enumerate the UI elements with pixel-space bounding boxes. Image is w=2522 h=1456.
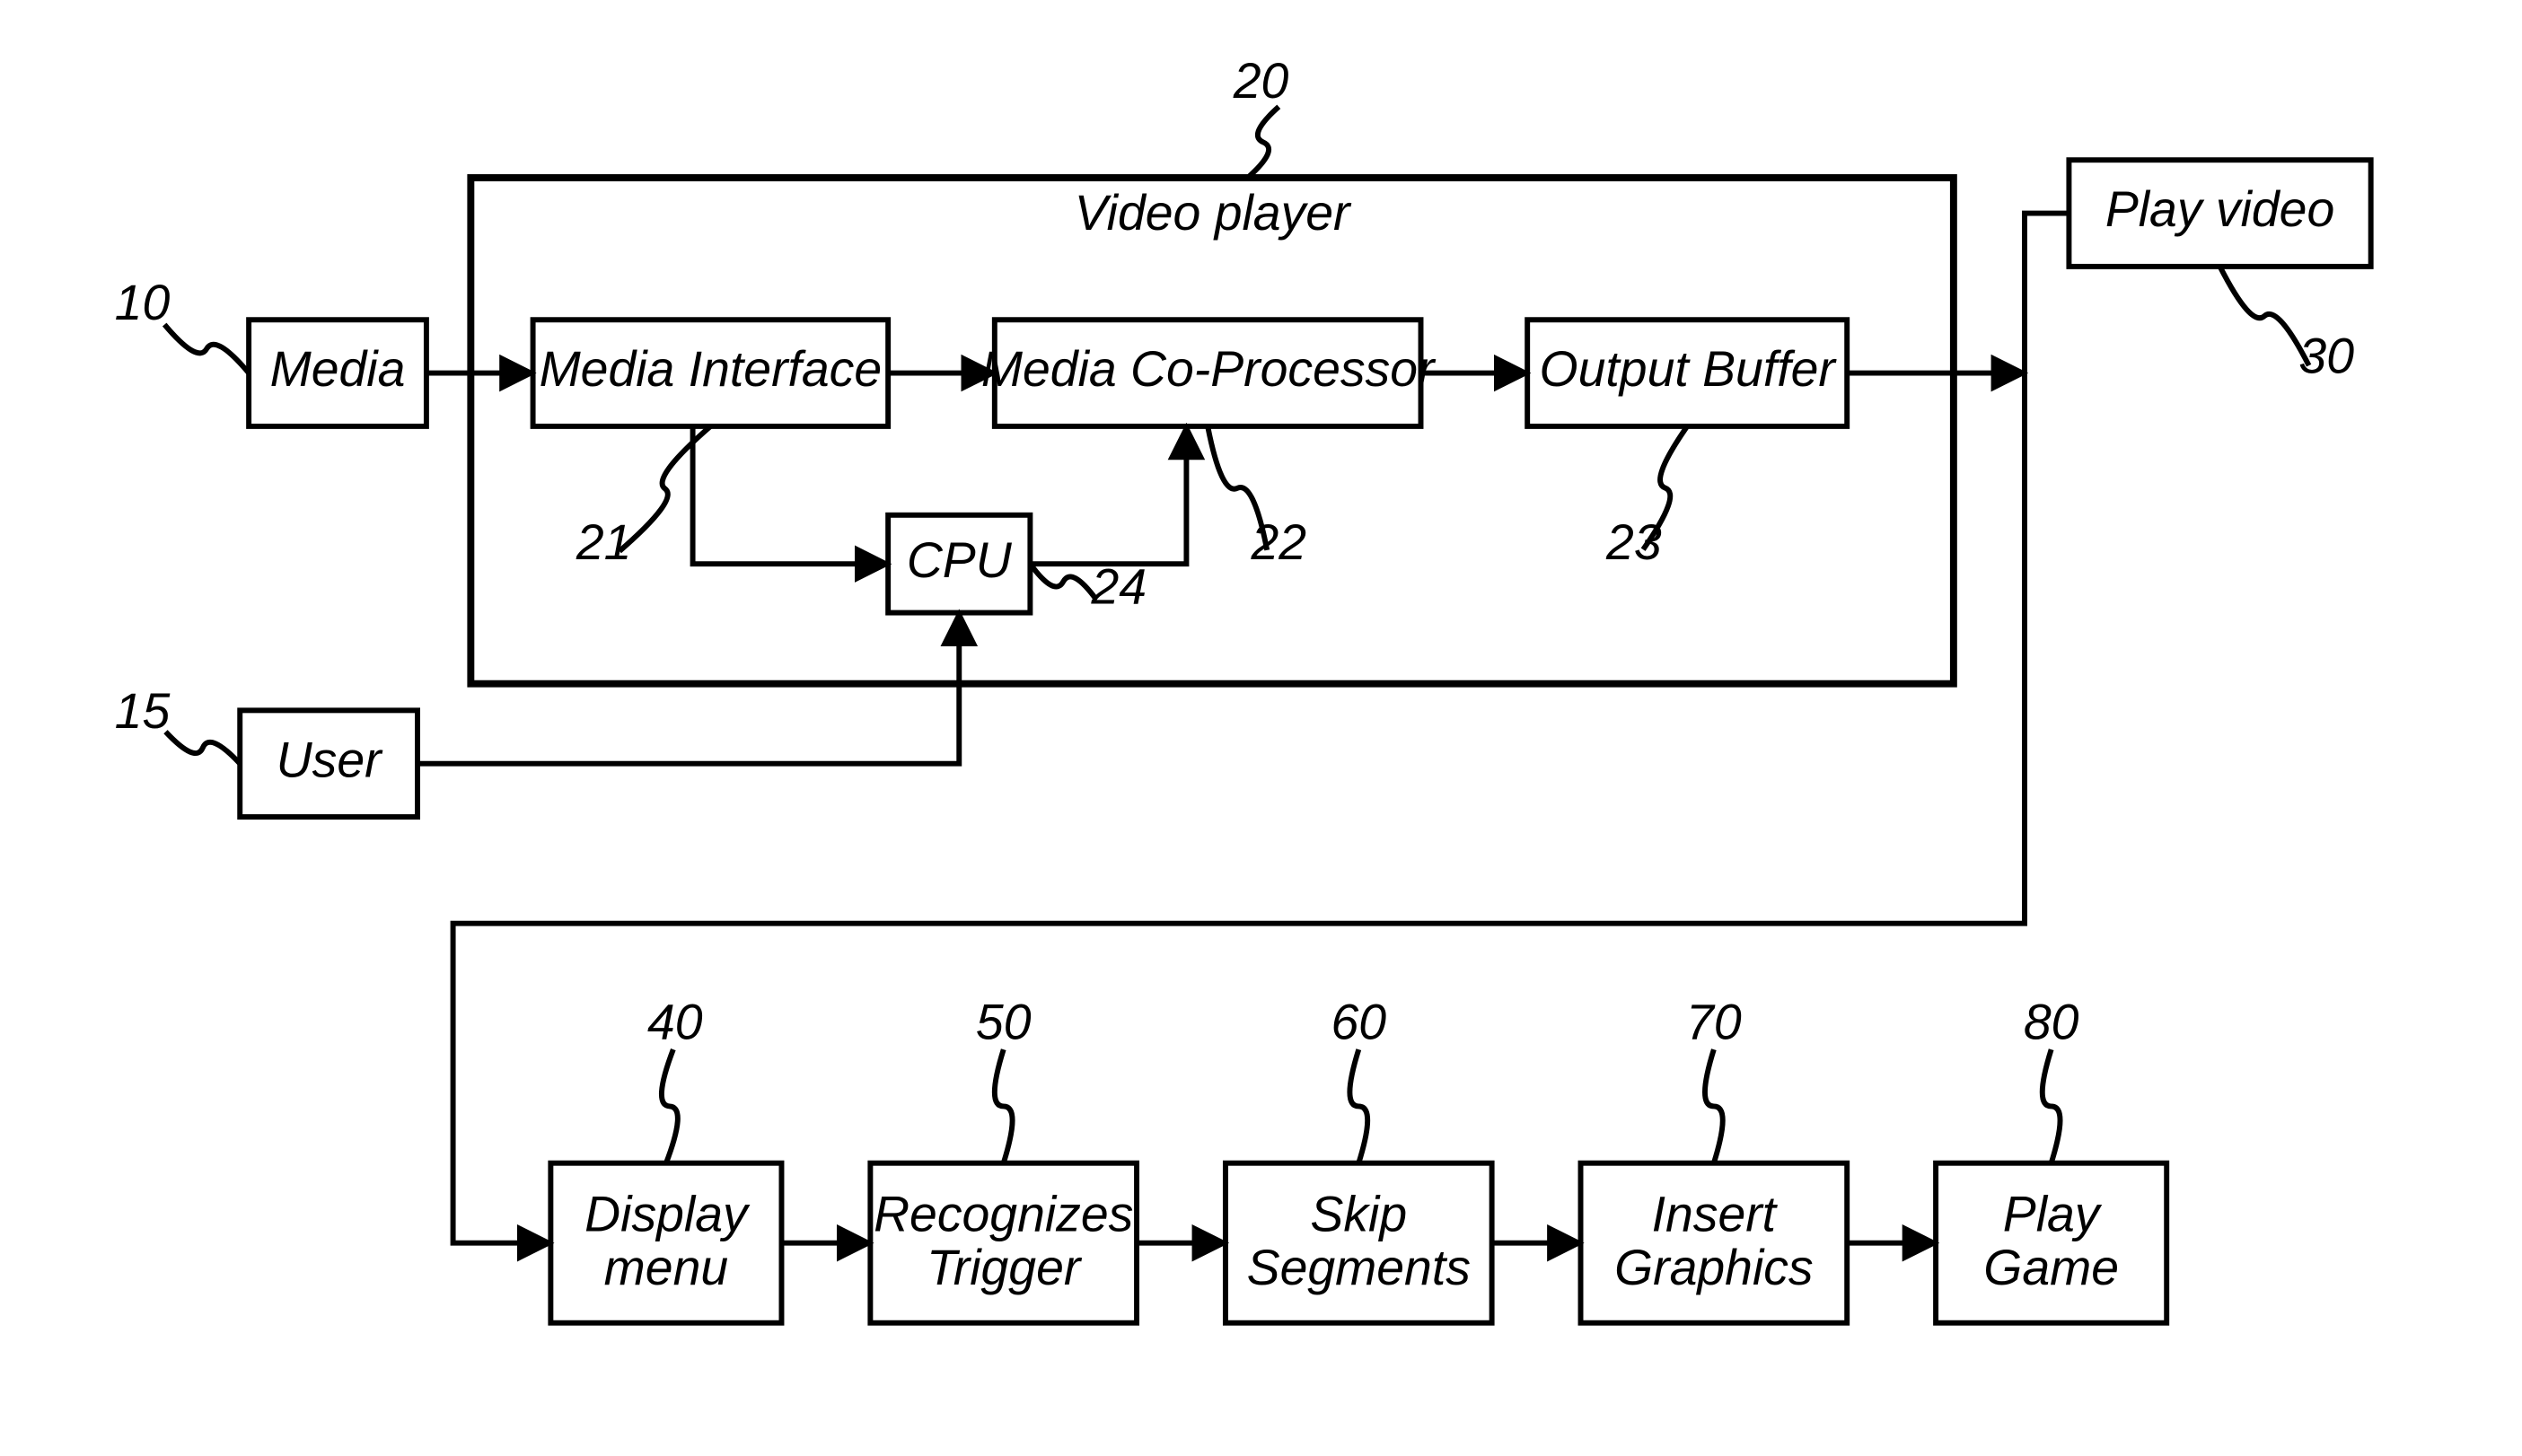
node-label-outbuf: Output Buffer — [1540, 341, 1838, 397]
ref-70: 70 — [1686, 994, 1742, 1049]
node-label-playvideo: Play video — [2105, 181, 2334, 237]
ref-21: 21 — [576, 514, 632, 570]
node-label2-insert: Graphics — [1614, 1240, 1814, 1295]
node-label2-disp: menu — [604, 1240, 728, 1295]
node-label-cpu: CPU — [907, 532, 1013, 588]
edge-cpu-to-coproc — [1030, 426, 1186, 564]
node-label2-playgame: Game — [1983, 1240, 2119, 1295]
node-label-skip: Skip — [1310, 1187, 1407, 1242]
edge-tee-to-displaymenu — [453, 373, 2025, 1243]
ref-30: 30 — [2298, 329, 2354, 384]
video-player-title: Video player — [1075, 185, 1352, 241]
node-label2-skip: Segments — [1247, 1240, 1471, 1295]
node-label-media_if: Media Interface — [540, 341, 883, 397]
ref-60: 60 — [1331, 994, 1386, 1049]
ref-24: 24 — [1090, 559, 1147, 615]
node-label-user: User — [277, 732, 383, 787]
ref-10: 10 — [115, 275, 171, 330]
node-label-disp: Display — [584, 1187, 751, 1242]
node-label-coproc: Media Co-Processor — [981, 341, 1437, 397]
node-label-recog: Recognizes — [874, 1187, 1133, 1242]
node-label-playgame: Play — [2003, 1187, 2103, 1242]
flowchart-diagram: Video player Media Media Interface Media Co… — [18, 18, 2504, 1438]
ref-20: 20 — [1233, 53, 1289, 109]
edge-tee-to-playvideo — [2025, 214, 2069, 373]
node-label-media: Media — [270, 341, 406, 397]
ref-23: 23 — [1605, 514, 1662, 570]
edge-user-to-cpu — [417, 613, 959, 764]
edge-media_if-to-cpu — [693, 426, 889, 564]
ref-80: 80 — [2024, 994, 2079, 1049]
ref-40: 40 — [647, 994, 703, 1049]
node-label2-recog: Trigger — [927, 1240, 1083, 1295]
ref-15: 15 — [115, 683, 171, 739]
node-label-insert: Insert — [1652, 1187, 1779, 1242]
ref-50: 50 — [976, 994, 1032, 1049]
